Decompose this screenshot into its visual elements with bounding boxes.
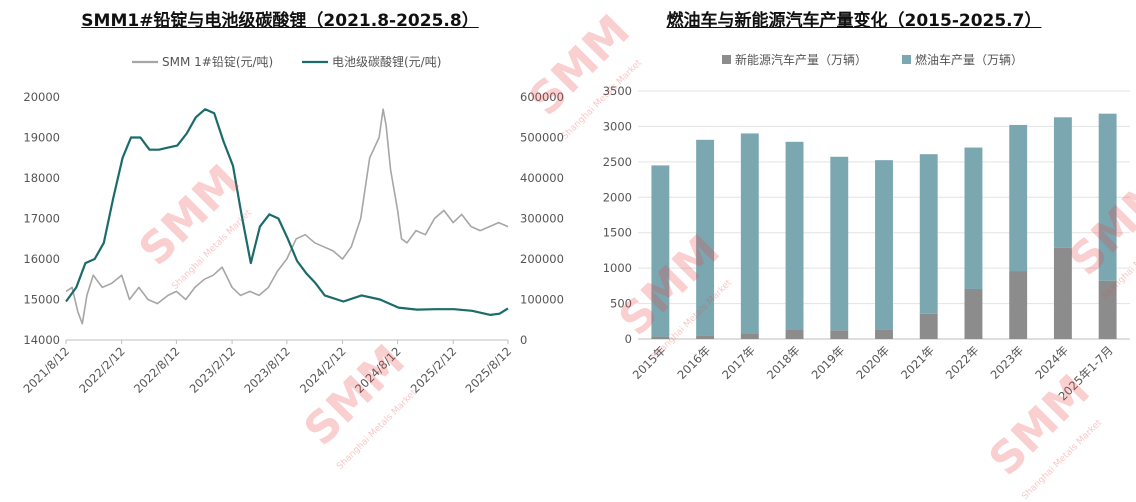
x-tick-label: 2020年	[853, 343, 892, 382]
nev-bar	[1053, 247, 1072, 339]
x-tick-label: 2022/8/12	[131, 344, 183, 396]
ice-bar	[1053, 117, 1072, 248]
nev-bar	[1098, 280, 1117, 339]
y-tick-label: 3500	[603, 84, 632, 98]
y-tick-label: 2000	[603, 190, 632, 204]
left-y-tick-label: 15000	[23, 293, 60, 307]
right-y-tick-label: 300000	[520, 212, 564, 226]
lead-lithium-chart: SMM1#铅锭与电池级碳酸锂（2021.8-2025.8） 14000 15000…	[0, 0, 564, 436]
nev-bar	[785, 330, 804, 339]
y-tick-label: 0	[625, 332, 632, 346]
nev-bar	[1009, 271, 1028, 339]
vehicle-production-chart: 燃油车与新能源汽车产量变化（2015-2025.7） 0 500 1000 1500 2…	[572, 0, 1136, 436]
x-tick-label: 2016年	[674, 343, 713, 382]
legend-label: 电池级碳酸锂(元/吨)	[332, 54, 441, 69]
x-tick-label: 2023年	[988, 343, 1027, 382]
x-tick-label: 2022年	[943, 343, 982, 382]
x-tick-label: 2024/2/12	[297, 344, 349, 396]
x-tick-label: 2021/8/12	[21, 344, 73, 396]
ice-bar	[964, 147, 983, 289]
x-tick-label: 2015年	[630, 343, 669, 382]
x-tick-label: 2017年	[719, 343, 758, 382]
left-y-tick-label: 20000	[23, 90, 60, 104]
nev-bar	[830, 330, 849, 339]
y-tick-label: 1000	[603, 261, 632, 275]
x-tick-label: 2022/2/12	[76, 344, 128, 396]
y-tick-label: 2500	[603, 155, 632, 169]
x-tick-label: 2025/2/12	[408, 344, 460, 396]
left-y-tick-label: 16000	[23, 252, 60, 266]
ice-bar	[875, 160, 893, 330]
right-y-tick-label: 600000	[520, 90, 564, 104]
ice-bar	[830, 156, 849, 331]
nev-bar	[919, 313, 938, 339]
right-y-tick-label: 100000	[520, 293, 564, 307]
nev-bar	[696, 335, 715, 339]
ice-bar	[785, 141, 804, 331]
y-tick-label: 500	[610, 297, 632, 311]
ice-bar	[740, 133, 759, 334]
chart-title: 燃油车与新能源汽车产量变化（2015-2025.7）	[666, 11, 1042, 31]
nev-bar	[651, 336, 670, 339]
nev-bar	[875, 329, 893, 339]
legend-label: SMM 1#铅锭(元/吨)	[162, 55, 273, 69]
x-tick-label: 2023/2/12	[187, 344, 239, 396]
x-tick-label: 2024/8/12	[352, 344, 404, 396]
legend-label: 燃油车产量（万辆）	[915, 52, 1023, 67]
legend-swatch	[722, 55, 731, 64]
ice-bar	[919, 154, 938, 314]
right-y-tick-label: 200000	[520, 252, 564, 266]
nev-bar	[740, 333, 759, 339]
right-y-tick-label: 400000	[520, 171, 564, 185]
legend-label: 新能源汽车产量（万辆）	[735, 52, 867, 67]
ice-bar	[696, 139, 715, 336]
chart-title: SMM1#铅锭与电池级碳酸锂（2021.8-2025.8）	[81, 11, 479, 31]
nev-bar	[964, 288, 983, 339]
x-tick-label: 2019年	[809, 343, 848, 382]
legend-swatch	[902, 55, 911, 64]
lead-price-line	[65, 108, 509, 325]
left-y-tick-label: 14000	[23, 333, 60, 347]
y-tick-label: 1500	[603, 226, 632, 240]
y-tick-label: 3000	[603, 119, 632, 133]
ice-bar	[651, 165, 670, 337]
right-y-tick-label: 500000	[520, 131, 564, 145]
x-tick-label: 2021年	[898, 343, 937, 382]
ice-bar	[1009, 124, 1028, 272]
x-tick-label: 2024年	[1032, 343, 1071, 382]
lithium-price-line	[65, 108, 509, 316]
lead-lithium-line-chart: 1400015000160001700018000190002000001000…	[21, 54, 564, 396]
ice-bar	[1098, 113, 1117, 281]
x-tick-label: 2025/8/12	[463, 344, 515, 396]
left-y-tick-label: 19000	[23, 131, 60, 145]
left-y-tick-label: 17000	[23, 212, 60, 226]
x-tick-label: 2018年	[764, 343, 803, 382]
x-tick-label: 2023/8/12	[241, 344, 293, 396]
left-y-tick-label: 18000	[23, 171, 60, 185]
right-y-tick-label: 0	[520, 333, 527, 347]
